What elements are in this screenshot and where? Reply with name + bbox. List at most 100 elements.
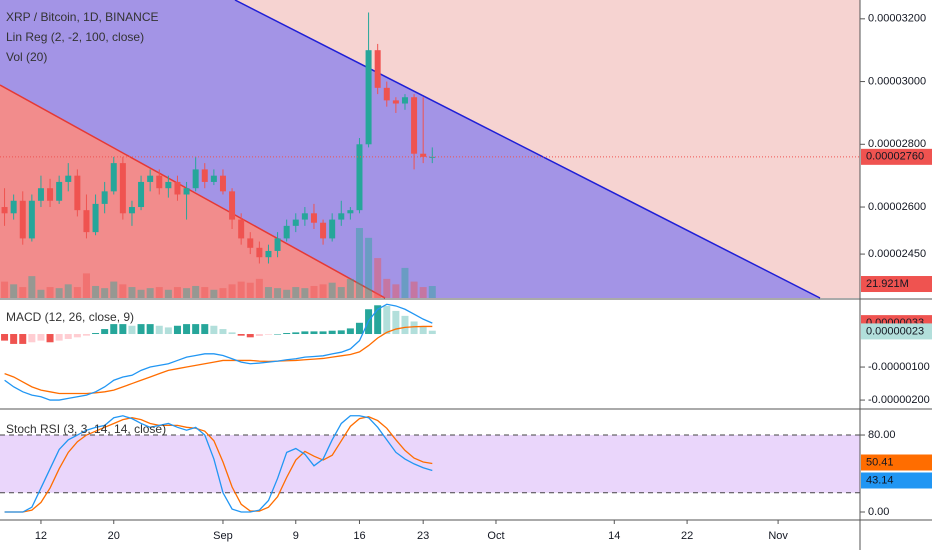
histogram-bar — [1, 334, 9, 341]
histogram-bar — [92, 333, 100, 335]
candle-body — [365, 50, 372, 145]
histogram-bar — [128, 325, 136, 335]
volume-bar — [401, 267, 409, 298]
histogram-bar — [37, 334, 45, 341]
volume-bar — [346, 278, 354, 298]
volume-bar — [264, 287, 272, 298]
histogram-bar — [264, 334, 272, 335]
candle-body — [165, 181, 172, 189]
candle-body — [229, 191, 236, 220]
histogram-bar — [274, 334, 282, 335]
volume-bar — [155, 287, 163, 298]
histogram-bar — [155, 325, 163, 335]
histogram-bar — [183, 324, 191, 335]
histogram-bar — [346, 328, 354, 335]
candle-body — [274, 238, 281, 251]
volume-bar — [383, 278, 391, 298]
candle-body — [74, 175, 81, 211]
x-tick-label: 16 — [353, 530, 365, 542]
volume-bar — [246, 282, 254, 298]
histogram-bar — [337, 330, 345, 335]
candle-body — [320, 222, 327, 239]
volume-bar — [337, 287, 345, 298]
price-tag-label: 0.00002760 — [866, 151, 924, 163]
volume-bar — [237, 281, 245, 298]
volume-bar — [210, 289, 218, 298]
volume-bar — [82, 273, 90, 298]
histogram-bar — [328, 330, 336, 335]
volume-bar — [183, 288, 191, 298]
candle-body — [247, 238, 254, 248]
candle-body — [420, 153, 427, 157]
histogram-bar — [19, 334, 27, 344]
volume-bar — [328, 282, 336, 298]
candle-body — [101, 191, 108, 204]
volume-bar — [201, 287, 209, 298]
k-line — [4, 415, 433, 513]
histogram-bar — [246, 334, 254, 338]
candle-body — [411, 97, 418, 154]
regression-line — [234, 0, 821, 299]
x-tick-label: 20 — [108, 530, 120, 542]
y-tick-label: 0.00002600 — [868, 201, 926, 213]
candle-body — [301, 213, 308, 220]
histogram-bar — [28, 334, 36, 343]
y-tick-label: -0.00000100 — [868, 361, 930, 373]
histogram-bar — [355, 322, 363, 335]
volume-bar — [173, 287, 181, 298]
y-tick-label: 0.00003000 — [868, 75, 926, 87]
candle-body — [119, 163, 126, 214]
histogram-bar — [146, 324, 154, 335]
candle-body — [28, 200, 35, 239]
histogram-bar — [428, 330, 436, 335]
volume-bar — [219, 288, 227, 298]
candle-body — [10, 200, 17, 214]
x-tick-label: Oct — [487, 530, 504, 542]
candle-body — [128, 207, 135, 214]
volume-bar — [274, 288, 282, 298]
candle-body — [238, 219, 245, 239]
candle-body — [401, 97, 408, 104]
candle-body — [392, 100, 399, 104]
y-tick-label: 0.00 — [868, 506, 889, 518]
candle-body — [356, 144, 363, 211]
price-pane: 0.00003200 0.00003000 0.00002800 0.00002600… — [0, 12, 932, 298]
candle-body — [138, 181, 145, 208]
candle-body — [156, 175, 163, 189]
histogram-bar — [283, 333, 291, 335]
histogram-bar — [10, 334, 18, 344]
price-tag-label: 43.14 — [866, 474, 894, 486]
histogram-bar — [237, 334, 245, 336]
candle-body — [283, 225, 290, 239]
price-tag — [861, 472, 932, 489]
indicator-label: MACD (12, 26, close, 9) — [6, 310, 134, 324]
candle-body — [19, 200, 26, 239]
candle-body — [256, 247, 263, 258]
volume-bar — [319, 284, 327, 298]
volume-bar — [110, 281, 118, 298]
candle-body — [92, 203, 99, 233]
volume-bar — [301, 288, 309, 298]
histogram-bar — [228, 332, 236, 335]
volume-bar — [428, 286, 436, 298]
volume-bar — [1, 281, 9, 298]
volume-bar — [192, 285, 200, 298]
volume-bar — [146, 288, 154, 298]
volume-bar — [64, 284, 72, 298]
indicator-label: Lin Reg (2, -2, 100, close) — [6, 30, 144, 44]
histogram-bar — [55, 334, 63, 341]
volume-bar — [19, 287, 27, 298]
candle-body — [292, 219, 299, 226]
price-tag-label: 0.00000023 — [866, 325, 924, 337]
candle-body — [265, 250, 272, 258]
candle-body — [201, 169, 208, 182]
volume-bar — [283, 289, 291, 298]
price-tag — [861, 323, 932, 340]
candle-body — [110, 163, 117, 192]
histogram-bar — [210, 325, 218, 335]
histogram-bar — [82, 334, 90, 336]
volume-bar — [164, 289, 172, 298]
y-tick-label: 0.00003200 — [868, 13, 926, 25]
x-tick-label: 14 — [608, 530, 620, 542]
